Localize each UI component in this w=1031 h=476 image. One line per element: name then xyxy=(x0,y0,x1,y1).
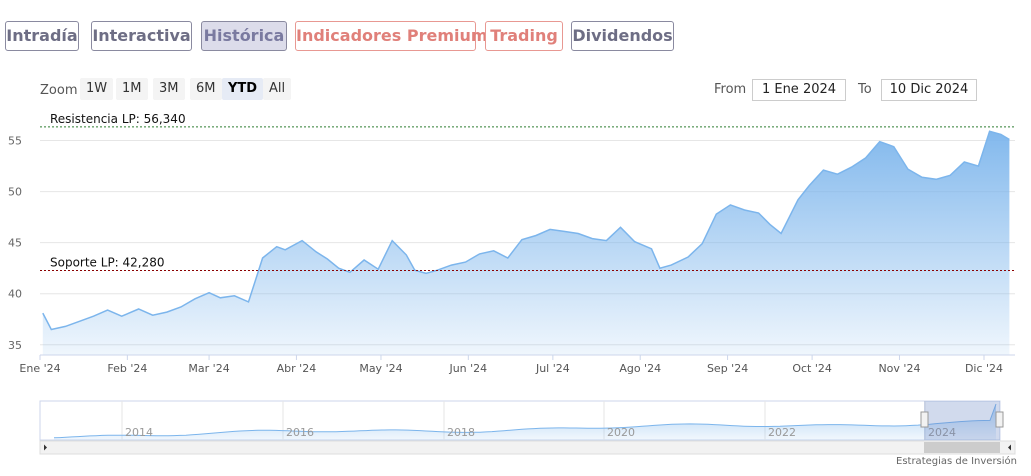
x-tick-label: May '24 xyxy=(359,362,402,375)
x-tick-label: Dic '24 xyxy=(965,362,1003,375)
x-tick-label: Sep '24 xyxy=(707,362,748,375)
x-tick-label: Ago '24 xyxy=(619,362,661,375)
tab-histórica[interactable]: Histórica xyxy=(201,21,287,51)
zoom-button-1w[interactable]: 1W xyxy=(80,78,114,100)
x-tick-label: Oct '24 xyxy=(792,362,832,375)
x-tick-label: Feb '24 xyxy=(107,362,147,375)
support-label: Soporte LP: 42,280 xyxy=(50,255,165,269)
scrollbar-track[interactable] xyxy=(39,440,1016,455)
navigator-tick-label: 2024 xyxy=(928,426,956,439)
y-tick-label: 40 xyxy=(8,288,22,301)
navigator-tick-label: 2020 xyxy=(607,426,635,439)
navigator-frame xyxy=(39,400,1001,441)
navigator-line xyxy=(53,403,997,439)
x-tick-label: Jun '24 xyxy=(448,362,487,375)
range-toolbar: Zoom 1W 1M 3M 6M YTD All From 1 Ene 2024 To 1… xyxy=(0,76,1031,102)
to-date-input[interactable]: 10 Dic 2024 xyxy=(881,79,977,101)
zoom-label: Zoom xyxy=(40,83,78,98)
resistance-label: Resistencia LP: 56,340 xyxy=(50,112,186,126)
x-tick-label: Ene '24 xyxy=(19,362,60,375)
zoom-button-all[interactable]: All xyxy=(263,78,292,100)
from-label: From xyxy=(714,82,747,97)
scrollbar-thumb[interactable] xyxy=(924,442,1000,453)
tab-interactiva[interactable]: Interactiva xyxy=(91,21,192,51)
tab-dividendos[interactable]: Dividendos xyxy=(571,21,674,51)
series-area xyxy=(42,131,1010,355)
navigator-area xyxy=(54,404,996,440)
series-line[interactable] xyxy=(42,130,1010,331)
navigator-tick-label: 2016 xyxy=(286,426,314,439)
zoom-button-ytd[interactable]: YTD xyxy=(222,78,264,100)
x-tick-label: Mar '24 xyxy=(188,362,229,375)
zoom-button-1m[interactable]: 1M xyxy=(116,78,148,100)
y-tick-label: 50 xyxy=(8,186,22,199)
y-tick-label: 35 xyxy=(8,339,22,352)
zoom-button-6m[interactable]: 6M xyxy=(190,78,222,100)
to-label: To xyxy=(858,82,872,97)
x-tick-label: Abr '24 xyxy=(277,362,317,375)
navigator-tick-label: 2022 xyxy=(768,426,796,439)
tab-indicadores-premium[interactable]: Indicadores Premium xyxy=(295,21,488,51)
scroll-left-arrow-icon[interactable] xyxy=(44,444,47,451)
scroll-right-arrow-icon[interactable] xyxy=(1008,444,1011,451)
credits-text[interactable]: Estrategias de Inversión xyxy=(896,456,1017,467)
zoom-button-3m[interactable]: 3M xyxy=(153,78,185,100)
tab-intradía[interactable]: Intradía xyxy=(5,21,79,51)
y-tick-label: 55 xyxy=(8,135,22,148)
navigator-selection[interactable] xyxy=(924,401,1000,440)
navigator-handle-right[interactable] xyxy=(995,411,1004,428)
tab-trading[interactable]: Trading xyxy=(485,21,563,51)
navigator-handle-left[interactable] xyxy=(920,411,929,428)
tab-bar: Intradía Interactiva Histórica Indicadores … xyxy=(0,0,1031,70)
x-tick-label: Jul '24 xyxy=(535,362,570,375)
from-date-input[interactable]: 1 Ene 2024 xyxy=(752,79,846,101)
x-tick-label: Nov '24 xyxy=(878,362,920,375)
y-tick-label: 45 xyxy=(8,237,22,250)
navigator-tick-label: 2014 xyxy=(125,426,153,439)
navigator-tick-label: 2018 xyxy=(447,426,475,439)
